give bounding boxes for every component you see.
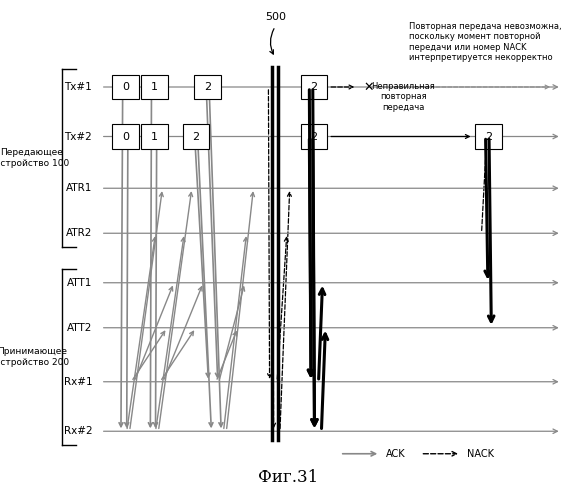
FancyBboxPatch shape xyxy=(141,124,168,149)
FancyBboxPatch shape xyxy=(141,74,168,100)
Text: Rx#1: Rx#1 xyxy=(63,377,92,387)
Text: 0: 0 xyxy=(122,82,129,92)
Text: 500: 500 xyxy=(265,12,286,22)
Text: ACK: ACK xyxy=(386,449,406,459)
Text: Tx#1: Tx#1 xyxy=(65,82,92,92)
Text: 2: 2 xyxy=(485,132,492,141)
Text: 2: 2 xyxy=(192,132,199,141)
Text: 2: 2 xyxy=(310,132,317,141)
Text: Передающее
устройство 100: Передающее устройство 100 xyxy=(0,148,69,168)
Text: 2: 2 xyxy=(204,82,211,92)
FancyBboxPatch shape xyxy=(475,124,502,149)
Text: 0: 0 xyxy=(122,132,129,141)
Text: Принимающее
устройство 200: Принимающее устройство 200 xyxy=(0,348,69,366)
Text: ATT1: ATT1 xyxy=(67,278,92,287)
Text: 1: 1 xyxy=(151,132,158,141)
Text: 2: 2 xyxy=(310,82,317,92)
Text: NACK: NACK xyxy=(467,449,494,459)
Text: Rx#2: Rx#2 xyxy=(63,426,92,436)
Text: Фиг.31: Фиг.31 xyxy=(258,470,318,486)
FancyBboxPatch shape xyxy=(301,124,327,149)
Text: 1: 1 xyxy=(151,82,158,92)
Text: ✕: ✕ xyxy=(363,80,374,94)
FancyBboxPatch shape xyxy=(112,74,139,100)
FancyBboxPatch shape xyxy=(112,124,139,149)
Text: ATT2: ATT2 xyxy=(67,323,92,333)
FancyBboxPatch shape xyxy=(194,74,221,100)
Text: ATR1: ATR1 xyxy=(66,183,92,193)
FancyBboxPatch shape xyxy=(183,124,209,149)
Text: ATR2: ATR2 xyxy=(66,228,92,238)
Text: Неправильная
повторная
передача: Неправильная повторная передача xyxy=(372,82,435,112)
FancyBboxPatch shape xyxy=(301,74,327,100)
Text: Tx#2: Tx#2 xyxy=(65,132,92,141)
Text: Повторная передача невозможна,
поскольку момент повторной
передачи или номер NAC: Повторная передача невозможна, поскольку… xyxy=(409,22,562,62)
